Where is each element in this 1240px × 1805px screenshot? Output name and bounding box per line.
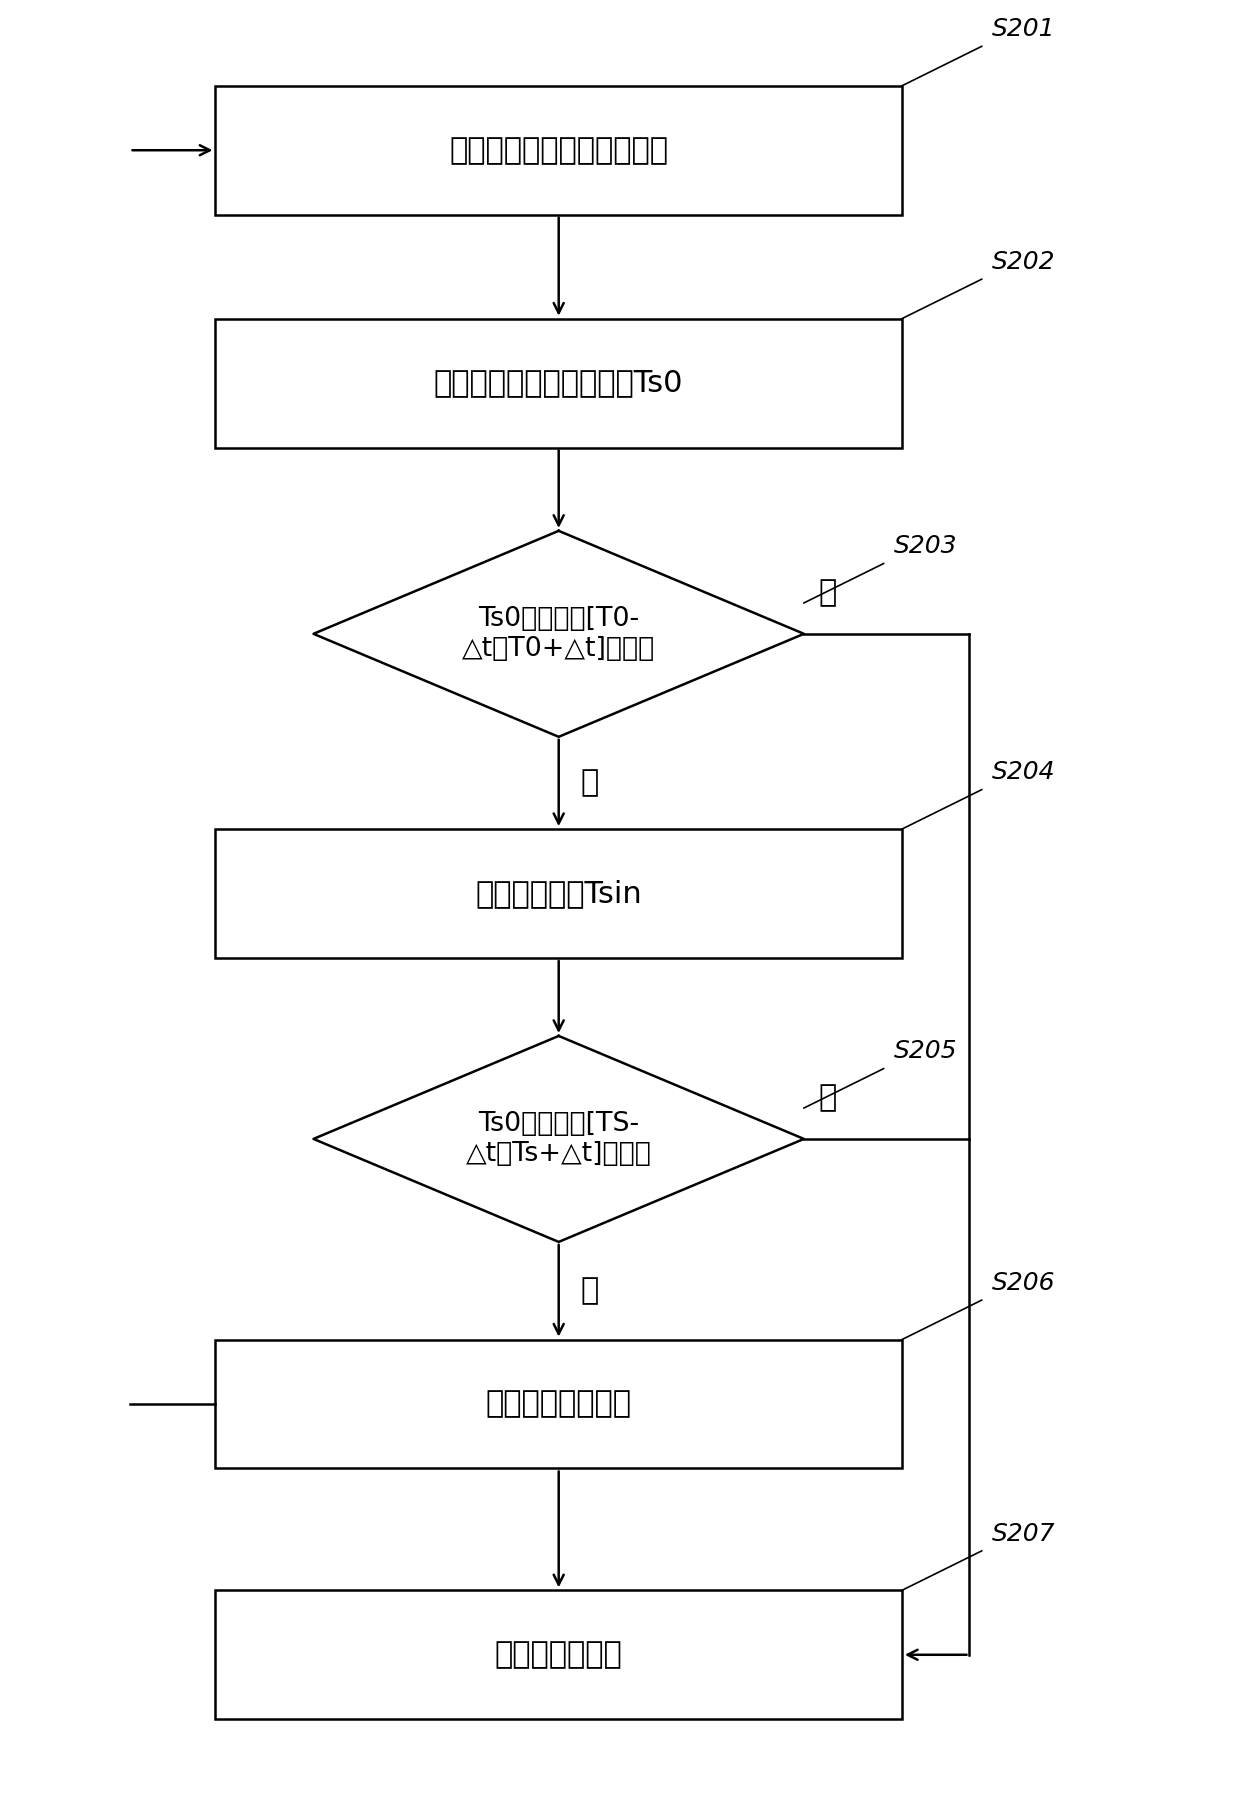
Text: 否: 否 xyxy=(818,578,837,606)
Text: 确定为短路故障: 确定为短路故障 xyxy=(495,1641,622,1670)
Text: 获取电平信号被拉低时间Ts0: 获取电平信号被拉低时间Ts0 xyxy=(434,368,683,397)
Text: 否: 否 xyxy=(818,1083,837,1112)
Text: S202: S202 xyxy=(992,249,1055,274)
Bar xyxy=(216,87,901,215)
Text: 获取时间间隔Tsin: 获取时间间隔Tsin xyxy=(475,879,642,908)
Text: S205: S205 xyxy=(894,1040,957,1063)
Text: Ts0是否位于[T0-
△t，T0+△t]范围内: Ts0是否位于[T0- △t，T0+△t]范围内 xyxy=(463,606,655,662)
Text: S203: S203 xyxy=(894,534,957,558)
Text: S207: S207 xyxy=(992,1522,1055,1545)
Text: 接收执行器发送的电平信号: 接收执行器发送的电平信号 xyxy=(449,135,668,164)
Text: Ts0是否位于[TS-
△t，Ts+△t]范围内: Ts0是否位于[TS- △t，Ts+△t]范围内 xyxy=(466,1110,652,1166)
Bar xyxy=(216,1590,901,1718)
Text: S201: S201 xyxy=(992,16,1055,42)
Text: 确定为汇报类故障: 确定为汇报类故障 xyxy=(486,1390,631,1419)
Text: S206: S206 xyxy=(992,1271,1055,1294)
Bar xyxy=(216,1339,901,1469)
Text: 是: 是 xyxy=(580,769,599,798)
Bar xyxy=(216,319,901,448)
Bar xyxy=(216,828,901,958)
Text: S204: S204 xyxy=(992,760,1055,785)
Text: 是: 是 xyxy=(580,1276,599,1305)
